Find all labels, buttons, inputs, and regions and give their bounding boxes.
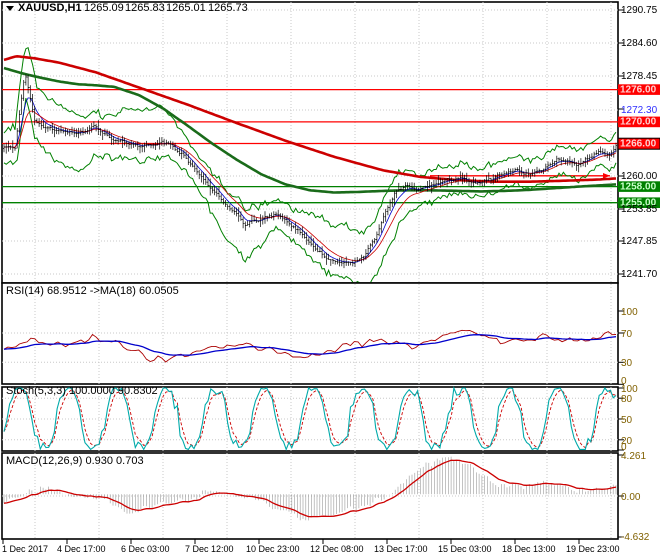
svg-text:70: 70 [621, 329, 633, 340]
svg-text:XAUUSD,H1: XAUUSD,H1 [18, 2, 82, 14]
svg-text:1278.45: 1278.45 [621, 71, 658, 82]
svg-text:0.00: 0.00 [621, 492, 641, 503]
svg-text:1265.83: 1265.83 [125, 2, 165, 14]
svg-text:1247.85: 1247.85 [621, 236, 658, 247]
svg-text:1260.00: 1260.00 [621, 171, 658, 182]
svg-text:1 Dec 2017: 1 Dec 2017 [2, 544, 48, 554]
svg-text:RSI(14) 68.9512 ->MA(18) 60.0: RSI(14) 68.9512 ->MA(18) 60.0505 [6, 285, 179, 297]
svg-text:18 Dec 13:00: 18 Dec 13:00 [502, 544, 556, 554]
svg-text:MACD(12,26,9) 0.930 0.703: MACD(12,26,9) 0.930 0.703 [6, 455, 144, 467]
svg-text:80: 80 [621, 394, 633, 405]
svg-text:-4.632: -4.632 [621, 532, 650, 543]
svg-text:1276.00: 1276.00 [620, 84, 657, 95]
svg-text:19 Dec 23:00: 19 Dec 23:00 [566, 544, 620, 554]
svg-text:1290.75: 1290.75 [621, 5, 658, 16]
svg-text:10 Dec 23:00: 10 Dec 23:00 [246, 544, 300, 554]
svg-text:1253.85: 1253.85 [621, 204, 658, 215]
svg-text:1265.09: 1265.09 [84, 2, 124, 14]
svg-text:7 Dec 12:00: 7 Dec 12:00 [185, 544, 234, 554]
svg-text:1284.60: 1284.60 [621, 38, 658, 49]
svg-text:50: 50 [621, 415, 633, 426]
svg-text:1272.30: 1272.30 [621, 105, 658, 116]
svg-text:1265.73: 1265.73 [208, 2, 248, 14]
svg-text:13 Dec 17:00: 13 Dec 17:00 [374, 544, 428, 554]
svg-text:15 Dec 03:00: 15 Dec 03:00 [438, 544, 492, 554]
svg-text:Stoch(5,3,3) 100.0000 90.8302: Stoch(5,3,3) 100.0000 90.8302 [6, 385, 158, 397]
svg-text:100: 100 [621, 307, 638, 318]
svg-text:4 Dec 17:00: 4 Dec 17:00 [57, 544, 106, 554]
svg-text:4.261: 4.261 [621, 451, 646, 462]
svg-text:30: 30 [621, 358, 633, 369]
svg-text:6 Dec 03:00: 6 Dec 03:00 [121, 544, 170, 554]
svg-text:1266.00: 1266.00 [620, 138, 657, 149]
svg-text:1241.70: 1241.70 [621, 269, 658, 280]
svg-text:12 Dec 08:00: 12 Dec 08:00 [310, 544, 364, 554]
svg-text:1265.01: 1265.01 [166, 2, 206, 14]
svg-text:1258.00: 1258.00 [620, 181, 657, 192]
svg-text:1270.00: 1270.00 [620, 117, 657, 128]
